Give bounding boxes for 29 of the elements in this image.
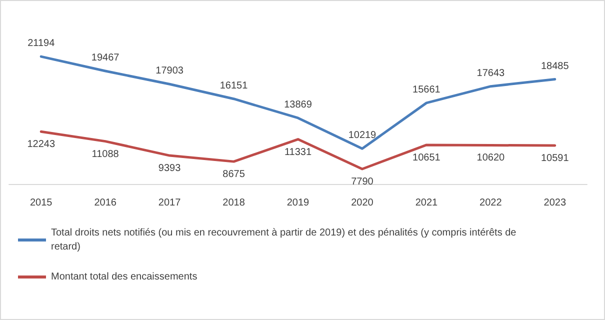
- x-tick-label: 2022: [480, 198, 502, 208]
- x-tick-label: 2015: [30, 198, 53, 208]
- data-label: 17903: [156, 66, 184, 77]
- data-label: 21194: [28, 38, 56, 50]
- data-label: 10620: [476, 152, 506, 164]
- x-tick-label: 2016: [94, 198, 117, 208]
- data-label: 8675: [222, 169, 246, 180]
- x-tick-label: 2020: [351, 198, 374, 208]
- data-label: 16151: [220, 80, 248, 92]
- x-tick-label: 2018: [222, 198, 246, 208]
- data-label: 15661: [412, 84, 441, 96]
- x-tick-label: 2017: [158, 198, 182, 208]
- data-label: 13869: [284, 99, 312, 110]
- data-label: 10219: [348, 130, 377, 142]
- data-label: 18485: [540, 60, 570, 72]
- data-label: 19467: [91, 52, 120, 64]
- data-label: 17643: [476, 68, 506, 79]
- data-label: 12243: [27, 139, 56, 150]
- data-label: 10651: [412, 152, 441, 164]
- legend-label: Total droits nets notifiés (ou mis en recouvrement à partir de 2019) et des pénalités (y compris intérêts de retard): [51, 228, 520, 252]
- x-tick-label: 2021: [415, 198, 438, 208]
- data-label: 7790: [351, 176, 374, 188]
- data-label: 11331: [284, 146, 312, 158]
- x-tick-label: 2019: [286, 198, 310, 208]
- data-label: 9393: [158, 163, 182, 174]
- x-tick-label: 2023: [544, 198, 566, 208]
- data-label: 11088: [92, 148, 120, 160]
- legend-label: Montant total des encaissements: [51, 272, 198, 282]
- data-label: 10591: [540, 152, 570, 164]
